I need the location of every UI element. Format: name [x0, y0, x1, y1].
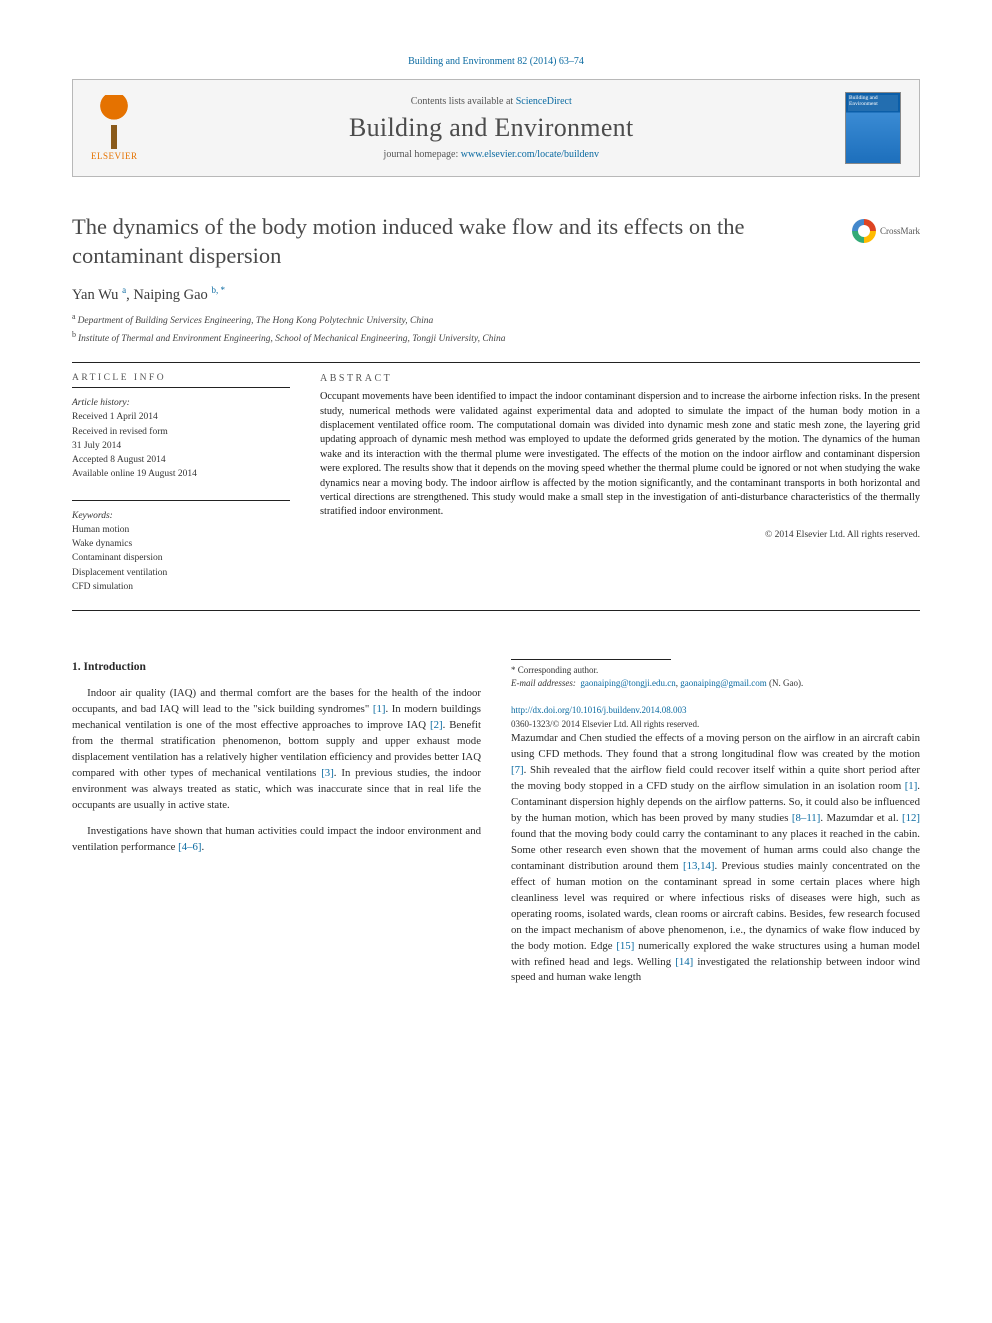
p3-d: . Mazumdar et al. [820, 812, 902, 824]
crossmark-badge[interactable]: CrossMark [852, 219, 920, 243]
ref-12[interactable]: [12] [902, 812, 920, 824]
affiliation-b: bInstitute of Thermal and Environment En… [72, 329, 920, 346]
article-info: ARTICLE INFO Article history: Received 1… [72, 373, 290, 594]
affil-text-a: Department of Building Services Engineer… [78, 317, 434, 327]
affil-text-b: Institute of Thermal and Environment Eng… [78, 334, 506, 344]
intro-p1: Indoor air quality (IAQ) and thermal com… [72, 686, 481, 814]
sciencedirect-link[interactable]: ScienceDirect [516, 96, 572, 107]
homepage-prefix: journal homepage: [384, 149, 461, 160]
intro-p3: Mazumdar and Chen studied the effects of… [511, 731, 920, 987]
homepage-line: journal homepage: www.elsevier.com/locat… [156, 149, 828, 160]
keywords-list: Human motionWake dynamicsContaminant dis… [72, 523, 290, 594]
header-center: Contents lists available at ScienceDirec… [156, 96, 828, 160]
ref-14b[interactable]: [14] [675, 956, 693, 968]
publisher-name: ELSEVIER [91, 151, 138, 161]
crossmark-icon [852, 219, 876, 243]
history-lines: Received 1 April 2014Received in revised… [72, 410, 290, 481]
keywords-label: Keywords: [72, 509, 290, 523]
rule-bottom [72, 610, 920, 611]
citation-line: Building and Environment 82 (2014) 63–74 [72, 56, 920, 67]
contents-prefix: Contents lists available at [411, 96, 516, 107]
p2-a: Investigations have shown that human act… [72, 825, 481, 853]
p3-f: . Previous studies mainly concentrated o… [511, 860, 920, 952]
p3-b: . Shih revealed that the airflow field c… [511, 764, 920, 792]
article-title: The dynamics of the body motion induced … [72, 213, 832, 271]
email-label: E-mail addresses: [511, 678, 576, 688]
rule-top [72, 362, 920, 363]
issn-line: 0360-1323/© 2014 Elsevier Ltd. All right… [511, 718, 920, 731]
journal-name: Building and Environment [156, 113, 828, 143]
footer-block: * Corresponding author. E-mail addresses… [511, 659, 920, 731]
p2-b: . [202, 841, 205, 853]
ref-13-14[interactable]: [13,14] [683, 860, 714, 872]
journal-header: ELSEVIER Contents lists available at Sci… [72, 79, 920, 177]
elsevier-logo: ELSEVIER [91, 95, 138, 161]
email-name-suffix: (N. Gao). [769, 678, 803, 688]
ref-3[interactable]: [3] [321, 767, 334, 779]
corr-label: * Corresponding author. [511, 664, 920, 677]
ref-7[interactable]: [7] [511, 764, 524, 776]
email-1[interactable]: gaonaiping@tongji.edu.cn [580, 678, 675, 688]
author-list: Yan Wu a, Naiping Gao b, * [72, 285, 920, 304]
cover-label: Building and Environment [849, 95, 900, 107]
ref-4-6[interactable]: [4–6] [178, 841, 201, 853]
kw-rule [72, 500, 290, 501]
intro-p2: Investigations have shown that human act… [72, 824, 481, 856]
ref-2[interactable]: [2] [430, 719, 443, 731]
affiliations: aDepartment of Building Services Enginee… [72, 311, 920, 346]
corresponding-author-note: * Corresponding author. E-mail addresses… [511, 664, 920, 690]
affil-sup-b: b [72, 330, 76, 339]
p3-a: Mazumdar and Chen studied the effects of… [511, 732, 920, 760]
homepage-link[interactable]: www.elsevier.com/locate/buildenv [461, 149, 599, 160]
footnote-rule [511, 659, 671, 660]
affiliation-a: aDepartment of Building Services Enginee… [72, 311, 920, 328]
crossmark-label: CrossMark [880, 226, 920, 236]
ref-8-11[interactable]: [8–11] [792, 812, 820, 824]
doi-link[interactable]: http://dx.doi.org/10.1016/j.buildenv.201… [511, 705, 687, 715]
journal-cover-thumb: Building and Environment [845, 92, 901, 164]
history-label: Article history: [72, 396, 290, 410]
abstract-heading: ABSTRACT [320, 373, 920, 384]
abstract-copyright: © 2014 Elsevier Ltd. All rights reserved… [320, 530, 920, 540]
elsevier-tree-icon [91, 95, 137, 149]
ref-15[interactable]: [15] [616, 940, 634, 952]
abstract-text: Occupant movements have been identified … [320, 390, 920, 520]
section-1-heading: 1. Introduction [72, 659, 481, 676]
article-info-heading: ARTICLE INFO [72, 373, 290, 383]
contents-line: Contents lists available at ScienceDirec… [156, 96, 828, 107]
body-columns: 1. Introduction Indoor air quality (IAQ)… [72, 659, 920, 1061]
ref-1b[interactable]: [1] [905, 780, 918, 792]
email-2[interactable]: gaonaiping@gmail.com [680, 678, 767, 688]
affil-sup-a: a [72, 312, 76, 321]
info-rule [72, 387, 290, 388]
ref-1[interactable]: [1] [373, 703, 386, 715]
doi-block: http://dx.doi.org/10.1016/j.buildenv.201… [511, 704, 920, 731]
abstract: ABSTRACT Occupant movements have been id… [320, 373, 920, 594]
